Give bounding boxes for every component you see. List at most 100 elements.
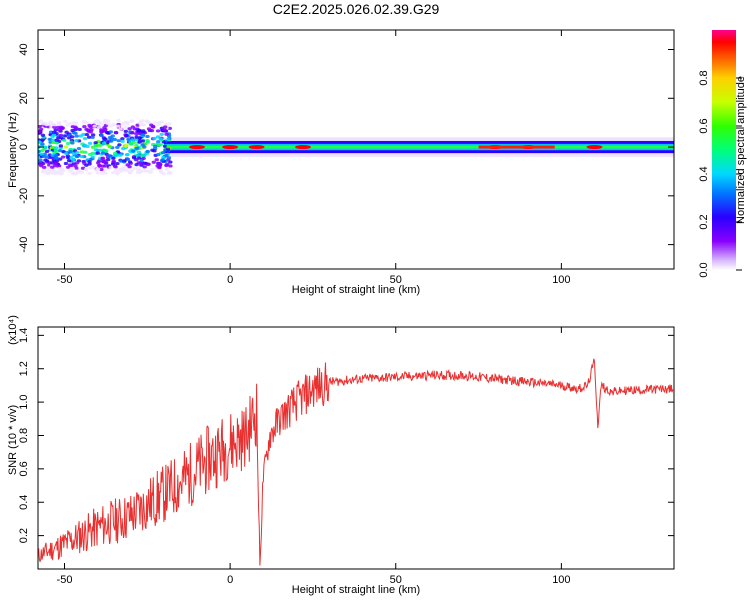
spectrogram-cell <box>51 133 57 137</box>
spectrogram-cell <box>100 156 105 160</box>
spectrogram-y-tick-label: -20 <box>18 188 30 204</box>
spectrogram-cell <box>53 161 58 165</box>
spectrogram-cell <box>159 120 165 124</box>
spectrogram-cell <box>84 167 89 171</box>
snr-x-tick-label: -50 <box>57 574 73 586</box>
spectrogram-cell <box>161 155 166 160</box>
snr-frame <box>37 326 675 570</box>
spectrogram-cell <box>84 163 89 167</box>
spectrogram-cell <box>70 167 75 171</box>
spectrogram-x-tick-label: -50 <box>57 274 73 286</box>
colorbar-label: Normalized spectral amplitude <box>735 76 747 224</box>
spectrogram-cell <box>70 135 75 139</box>
spectrogram-cell <box>141 123 147 127</box>
spectrogram-cell <box>116 118 121 122</box>
spectrogram-cell <box>113 130 119 135</box>
spectrogram-cell <box>65 141 71 146</box>
spectrogram-peak <box>189 145 205 150</box>
spectrogram-cell <box>96 125 102 130</box>
spectrogram-cell <box>141 156 146 161</box>
spectrogram-cell <box>106 122 111 126</box>
spectrogram-cell <box>98 143 103 147</box>
spectrogram-cell <box>66 159 72 163</box>
spectrogram-cell <box>130 138 136 142</box>
spectrogram-cell <box>155 129 161 133</box>
spectrogram-cell <box>121 147 126 151</box>
spectrogram-cell <box>51 130 57 134</box>
spectrogram-cell <box>102 126 107 130</box>
spectrogram-cell <box>166 145 171 149</box>
spectrogram-cell <box>63 119 68 123</box>
spectrogram-cell <box>146 127 152 131</box>
spectrogram-cell <box>38 129 42 134</box>
spectrogram-cell <box>107 145 113 149</box>
snr-series-line <box>38 358 674 566</box>
spectrogram-cell <box>79 150 85 154</box>
spectrogram-cell <box>117 169 123 174</box>
snr-y-multiplier: (x10⁴) <box>7 315 19 345</box>
spectrogram-cell <box>59 172 64 176</box>
spectrogram-cell <box>112 164 118 168</box>
spectrogram-cell <box>142 169 147 173</box>
spectrogram-cell <box>117 143 122 147</box>
spectrogram-cell <box>90 135 95 139</box>
spectrogram-cell <box>44 159 50 163</box>
spectrogram-cell <box>115 161 120 166</box>
spectrogram-cell <box>47 137 52 141</box>
spectrogram-panel: -50 0 50 100 -40 -20 0 20 40 Height of straight … <box>7 29 675 296</box>
spectrogram-y-tick-label: -40 <box>18 237 30 253</box>
spectrogram-cell <box>103 168 108 172</box>
spectrogram-cell <box>50 165 55 169</box>
spectrogram-cell <box>74 126 79 130</box>
spectrogram-cell <box>52 171 58 175</box>
spectrogram-cell <box>87 162 92 166</box>
spectrogram-cell <box>41 165 47 169</box>
spectrogram-cell <box>118 127 123 131</box>
spectrogram-cell <box>166 137 171 141</box>
spectrogram-cell <box>107 154 112 158</box>
spectrogram-cell <box>130 131 135 135</box>
spectrogram-cell <box>117 153 123 157</box>
spectrogram-cell <box>53 153 59 158</box>
spectrogram-cell <box>107 135 113 140</box>
spectrogram-cell <box>155 135 161 139</box>
spectrogram-cell <box>101 141 107 145</box>
spectrogram-cell <box>123 125 128 129</box>
spectrogram-cell <box>38 155 41 159</box>
spectrogram-cell <box>124 143 129 147</box>
snr-x-tick-label: 50 <box>390 574 402 586</box>
snr-panel: -50 0 50 100 0.2 0.4 0.6 0.8 1.0 1.2 1.4 Height of… <box>7 315 675 596</box>
spectrogram-cell <box>103 149 109 153</box>
spectrogram-cell <box>73 131 78 135</box>
spectrogram-cell <box>127 160 133 164</box>
snr-y-tick-label: 1.4 <box>18 328 30 343</box>
spectrogram-cell <box>166 156 172 160</box>
spectrogram-cell <box>40 138 45 142</box>
spectrogram-cell <box>140 139 145 143</box>
spectrogram-cell <box>103 159 108 163</box>
spectrogram-cell <box>103 137 108 141</box>
spectrogram-cell <box>139 153 145 157</box>
spectrogram-cell <box>112 151 118 155</box>
spectrogram-cell <box>74 166 79 170</box>
spectrogram-cell <box>160 158 165 162</box>
snr-y-tick-label: 1.0 <box>18 394 30 409</box>
spectrogram-cell <box>90 145 96 149</box>
spectrogram-cell <box>159 132 164 136</box>
spectrogram-cell <box>39 162 44 166</box>
spectrogram-cell <box>87 160 92 164</box>
spectrogram-cell <box>93 119 99 124</box>
spectrogram-cell <box>127 127 132 131</box>
spectrogram-cell <box>94 143 99 148</box>
spectrogram-cell <box>53 156 58 160</box>
spectrogram-cell <box>60 168 66 172</box>
spectrogram-band-core <box>163 145 674 149</box>
spectrogram-cell <box>65 123 70 127</box>
spectrogram-cell <box>96 161 101 165</box>
spectrogram-cell <box>146 169 151 173</box>
spectrogram-cell <box>86 135 92 139</box>
spectrogram-cell <box>124 134 129 138</box>
spectrogram-cell <box>103 171 108 175</box>
spectrogram-cell <box>145 119 150 123</box>
